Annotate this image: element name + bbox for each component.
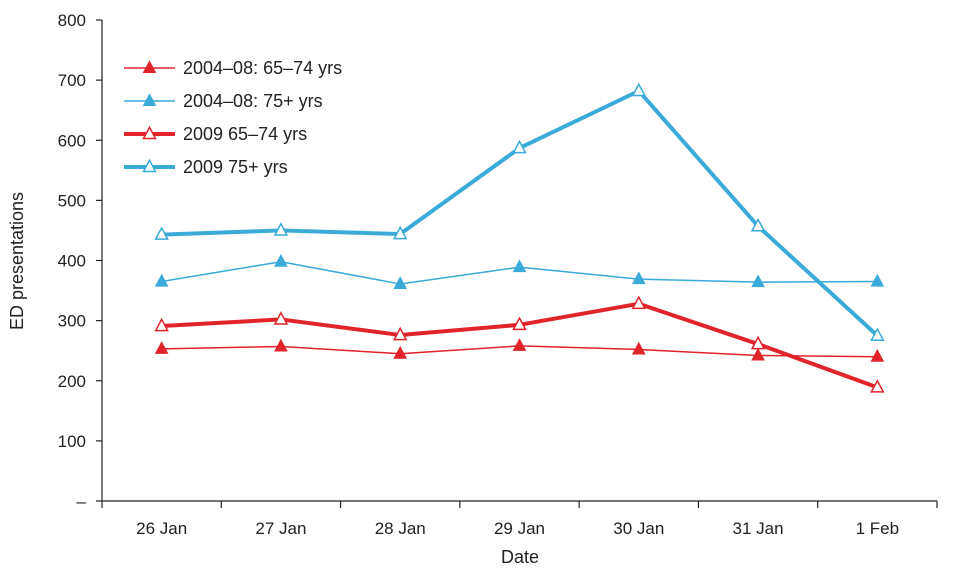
x-tick-label: 28 Jan <box>375 519 426 538</box>
y-tick-label: 200 <box>58 372 86 391</box>
filled-triangle-marker <box>274 253 288 267</box>
open-triangle-marker <box>870 379 885 393</box>
filled-triangle-marker <box>870 273 885 287</box>
y-tick-label: – <box>77 492 87 511</box>
open-triangle-marker <box>392 326 408 341</box>
x-tick-label: 1 Feb <box>856 519 899 538</box>
open-triangle-marker <box>142 158 157 173</box>
y-axis-title: ED presentations <box>7 192 27 330</box>
filled-triangle-marker <box>631 341 646 355</box>
open-triangle-marker <box>142 125 157 140</box>
series-2 <box>154 253 885 289</box>
open-triangle-marker <box>631 295 647 310</box>
x-tick-label: 29 Jan <box>494 519 545 538</box>
open-triangle-marker <box>273 222 289 236</box>
filled-triangle-marker <box>274 338 288 352</box>
filled-triangle-marker <box>512 338 527 351</box>
filled-triangle-marker <box>512 259 527 273</box>
x-tick-label: 27 Jan <box>255 519 306 538</box>
open-triangle-marker <box>870 327 885 341</box>
legend-label: 2004–08: 75+ yrs <box>183 91 323 111</box>
filled-triangle-marker <box>870 348 885 362</box>
filled-triangle-marker <box>393 276 408 289</box>
y-tick-label: 300 <box>58 312 86 331</box>
series-4 <box>154 82 885 341</box>
series-3 <box>154 295 885 393</box>
series-1 <box>154 338 885 362</box>
legend-item: 2009 65–74 yrs <box>124 124 307 144</box>
filled-triangle-marker <box>142 60 157 74</box>
open-triangle-marker <box>154 226 169 240</box>
x-ticks: 26 Jan 27 Jan 28 Jan 29 Jan 30 Jan 31 Jan 1 Fe… <box>101 501 938 538</box>
legend-item: 2004–08: 75+ yrs <box>124 91 323 111</box>
y-tick-label: 500 <box>58 191 86 210</box>
open-triangle-marker <box>392 225 408 240</box>
y-tick-label: 600 <box>58 131 86 150</box>
y-tick-label: 800 <box>58 11 86 30</box>
filled-triangle-marker <box>154 273 169 287</box>
open-triangle-marker <box>631 82 647 97</box>
legend-item: 2004–08: 65–74 yrs <box>124 58 342 78</box>
filled-triangle-marker <box>751 347 765 361</box>
x-tick-label: 26 Jan <box>136 519 187 538</box>
y-tick-label: 100 <box>58 432 86 451</box>
open-triangle-marker <box>512 316 527 331</box>
legend-label: 2009 65–74 yrs <box>183 124 307 144</box>
x-axis-title: Date <box>501 547 539 567</box>
legend-label: 2009 75+ yrs <box>183 157 288 177</box>
y-tick-label: 400 <box>58 252 86 271</box>
open-triangle-marker <box>512 139 527 154</box>
filled-triangle-marker <box>393 345 408 359</box>
series-layer <box>154 82 885 393</box>
open-triangle-marker <box>273 311 289 325</box>
legend-label: 2004–08: 65–74 yrs <box>183 58 342 78</box>
open-triangle-marker <box>750 335 766 350</box>
legend: 2004–08: 65–74 yrs 2004–08: 75+ yrs 2009 6… <box>124 58 342 177</box>
filled-triangle-marker <box>154 341 169 354</box>
y-ticks: – 100 200 300 400 500 600 700 800 <box>58 11 102 511</box>
x-tick-label: 30 Jan <box>613 519 664 538</box>
y-tick-label: 700 <box>58 71 86 90</box>
filled-triangle-marker <box>142 93 157 107</box>
open-triangle-marker <box>750 217 766 232</box>
legend-item: 2009 75+ yrs <box>124 157 288 177</box>
open-triangle-marker <box>154 317 169 332</box>
x-tick-label: 31 Jan <box>733 519 784 538</box>
filled-triangle-marker <box>751 274 765 288</box>
filled-triangle-marker <box>631 271 646 285</box>
